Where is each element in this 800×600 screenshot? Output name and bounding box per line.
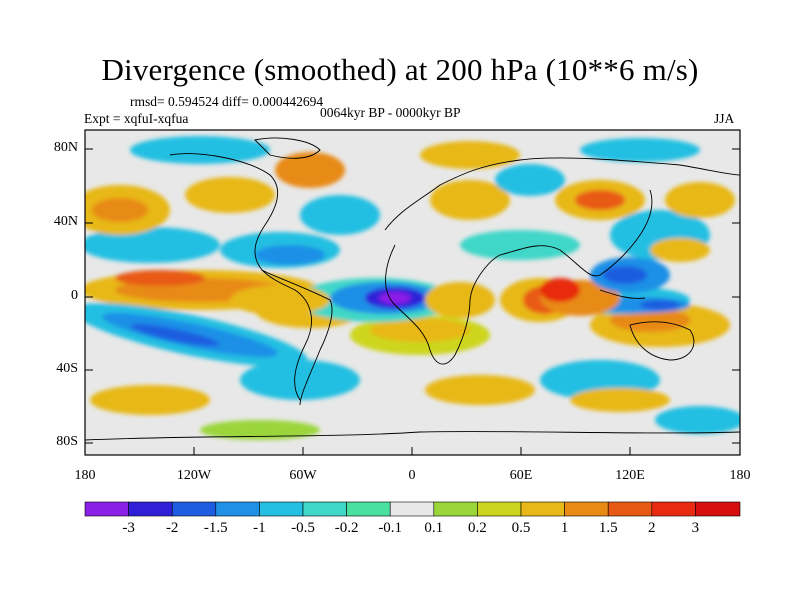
colorbar-swatch — [302, 501, 347, 517]
colorbar-label: 0.2 — [468, 520, 487, 536]
colorbar-label: -0.1 — [378, 520, 403, 536]
colorbar-swatch — [171, 501, 217, 517]
season-label: JJA — [714, 111, 735, 126]
lat-label: 80S — [56, 434, 78, 449]
divergence-field — [85, 136, 740, 441]
colorbar-swatch — [84, 501, 129, 517]
colorbar-swatch — [215, 501, 260, 517]
lat-label: 0 — [71, 288, 78, 303]
lon-label: 180 — [74, 468, 96, 483]
colorbar-swatch — [389, 501, 435, 517]
lon-label: 0 — [408, 468, 416, 483]
colorbar-swatch — [433, 501, 478, 517]
colorbar-label: 3 — [691, 520, 700, 536]
colorbar-label: -2 — [165, 520, 179, 536]
colorbar-label: -1.5 — [203, 520, 228, 536]
colorbar-label: 1.5 — [598, 520, 618, 536]
colorbar-swatch — [128, 501, 173, 517]
colorbar-swatch — [520, 501, 565, 517]
experiment-label: Expt = xqfuI-xqfua — [84, 111, 189, 126]
period-label: 0064kyr BP - 0000kyr BP — [320, 105, 461, 120]
coastlines — [85, 137, 740, 441]
lon-label: 180 — [729, 468, 751, 483]
colorbar-label: 0.5 — [511, 520, 531, 536]
lon-label: 120W — [176, 468, 212, 483]
colorbar-label: -0.5 — [291, 520, 315, 536]
lon-label: 60E — [509, 468, 533, 483]
colorbar-swatch — [695, 501, 741, 517]
colorbar-label: 2 — [648, 520, 656, 536]
lon-label: 120E — [615, 468, 645, 483]
colorbar-label: 0.1 — [424, 520, 444, 536]
plot-title: Divergence (smoothed) at 200 hPa (10**6 … — [101, 52, 699, 87]
colorbar — [84, 501, 741, 517]
lat-label: 40N — [53, 214, 78, 229]
axis-ticks — [85, 148, 740, 455]
colorbar-swatch — [651, 501, 696, 517]
colorbar-swatch — [477, 501, 522, 517]
colorbar-label: -1 — [253, 520, 266, 536]
colorbar-swatch — [259, 501, 304, 517]
colorbar-swatch — [607, 501, 653, 517]
stats-text: rmsd= 0.594524 diff= 0.000442694 — [130, 94, 324, 109]
colorbar-swatch — [564, 501, 609, 517]
colorbar-swatch — [346, 501, 391, 517]
lat-label: 80N — [53, 140, 78, 155]
colorbar-label: -3 — [122, 520, 135, 536]
colorbar-label: -0.2 — [334, 520, 359, 536]
lon-label: 60W — [289, 468, 317, 483]
lat-label: 40S — [56, 361, 78, 376]
colorbar-label: 1 — [560, 520, 569, 536]
